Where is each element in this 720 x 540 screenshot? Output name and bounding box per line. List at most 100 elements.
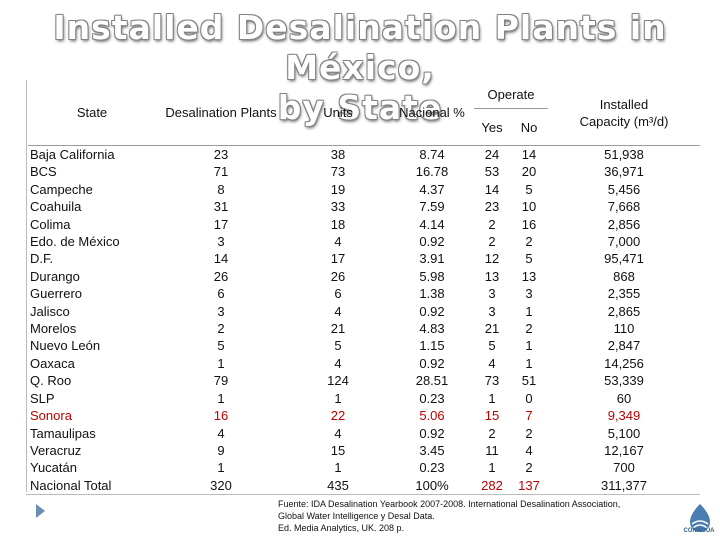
cell-plants: 3 (217, 234, 225, 250)
cell-pct: 0.92 (419, 303, 445, 319)
cell-plants: 4 (217, 425, 225, 441)
cell-units: 38 (286, 145, 390, 164)
cell-pct: 0.92 (419, 425, 445, 441)
cell-cap: 53,339 (604, 373, 644, 389)
cell-plants: 17 (213, 216, 229, 232)
cell-state: Sonora (30, 408, 72, 424)
table-row: BCS 71 73 16.78 53 20 36,971 (28, 163, 700, 180)
cell-state: Yucatán (30, 460, 77, 476)
header-no: No (520, 119, 538, 135)
cell-units: 4 (334, 234, 342, 250)
cell-units: 15 (330, 442, 346, 458)
cell-no: 1 (525, 303, 533, 319)
cell-pct: 8.74 (390, 145, 474, 164)
cell-no: 4 (525, 442, 533, 458)
header-operate: Operate (474, 80, 548, 109)
table-row: Colima 17 18 4.14 2 16 2,856 (28, 216, 700, 233)
cell-no: 51 (521, 373, 537, 389)
cell-yes: 5 (488, 338, 496, 354)
cell-yes: 2 (488, 425, 496, 441)
cell-yes: 15 (484, 408, 500, 424)
header-state: State (76, 105, 108, 120)
cell-yes: 11 (485, 442, 499, 458)
table-row: SLP 1 1 0.23 1 0 60 (28, 390, 700, 407)
cell-plants: 16 (213, 408, 229, 424)
cell-units: 1 (334, 390, 342, 406)
cell-units: 6 (334, 286, 342, 302)
cell-no: 2 (525, 425, 533, 441)
cell-units: 5 (334, 338, 342, 354)
cell-cap: 7,000 (607, 234, 641, 250)
table-row: Veracruz 9 15 3.45 11 4 12,167 (28, 442, 700, 459)
cell-yes: 12 (484, 251, 500, 267)
cell-plants: 31 (213, 199, 229, 215)
cell-no: 2 (525, 321, 533, 337)
cell-units: 26 (330, 268, 346, 284)
cell-pct: 1.38 (419, 286, 445, 302)
cell-pct: 16.78 (415, 164, 449, 180)
cell-pct: 0.23 (419, 460, 445, 476)
cell-cap: 7,668 (607, 199, 641, 215)
cell-yes: 3 (488, 286, 496, 302)
cell-units: 33 (330, 199, 346, 215)
cell-state: Tamaulipas (30, 425, 96, 441)
table-row: Coahuila 31 33 7.59 23 10 7,668 (28, 198, 700, 215)
cell-cap: 12,167 (604, 442, 644, 458)
header-nacional: Nacional % (399, 105, 465, 120)
cell-yes: 53 (484, 164, 500, 180)
cell-plants: 79 (213, 373, 229, 389)
cell-plants: 1 (217, 460, 225, 476)
cell-units: 73 (330, 164, 346, 180)
cell-plants: 23 (156, 145, 286, 164)
cell-no: 0 (525, 390, 533, 406)
header-units: Units (323, 105, 353, 120)
cell-no: 2 (525, 234, 533, 250)
conagua-logo (690, 504, 710, 532)
source-note: Fuente: IDA Desalination Yearbook 2007-2… (278, 498, 678, 534)
cell-pct: 4.83 (419, 321, 445, 337)
table-row: Morelos 2 21 4.83 21 2 110 (28, 320, 700, 337)
table-row: Jalisco 3 4 0.92 3 1 2,865 (28, 303, 700, 320)
cell-plants: 26 (213, 268, 229, 284)
total-row: Nacional Total 320 435 100% 282 137 311,377 (28, 477, 700, 494)
table-row: Durango 26 26 5.98 13 13 868 (28, 268, 700, 285)
cell-units: 1 (334, 460, 342, 476)
cell-cap: 60 (616, 390, 632, 406)
source-line-3: Ed. Media Analytics, UK. 208 p. (278, 523, 405, 533)
cell-units: 4 (334, 425, 342, 441)
cell-cap: 110 (613, 321, 635, 337)
total-pct: 100% (415, 477, 449, 493)
cell-plants: 2 (217, 321, 225, 337)
table-row: Campeche 8 19 4.37 14 5 5,456 (28, 181, 700, 198)
cell-state: Durango (30, 268, 80, 284)
cell-cap: 5,100 (607, 425, 641, 441)
total-yes: 282 (481, 477, 503, 493)
cell-no: 5 (525, 181, 533, 197)
cell-state: Baja California (28, 145, 156, 164)
cell-state: Q. Roo (30, 373, 72, 389)
table-row: Sonora 16 22 5.06 15 7 9,349 (28, 407, 700, 424)
cell-cap: 5,456 (607, 181, 641, 197)
logo-text: CONAGUA (683, 528, 715, 534)
header-plants: Desalination Plants (165, 105, 277, 120)
cell-pct: 5.06 (419, 408, 445, 424)
table-row: D.F. 14 17 3.91 12 5 95,471 (28, 250, 700, 267)
total-no: 137 (518, 477, 540, 493)
cell-no: 16 (521, 216, 537, 232)
cell-units: 4 (334, 303, 342, 319)
cell-yes: 2 (488, 216, 496, 232)
cell-state: Jalisco (30, 303, 70, 319)
cell-plants: 71 (213, 164, 229, 180)
cell-no: 20 (521, 164, 537, 180)
cell-pct: 4.37 (419, 181, 445, 197)
cell-yes: 14 (484, 181, 500, 197)
cell-cap: 9,349 (607, 408, 641, 424)
cell-cap: 868 (613, 268, 635, 284)
cell-yes: 23 (484, 199, 500, 215)
cell-pct: 3.91 (419, 251, 445, 267)
cell-no: 3 (525, 286, 533, 302)
cell-units: 19 (330, 181, 346, 197)
desalination-table: State Desalination Plants Units Nacional… (28, 80, 700, 494)
cell-yes: 21 (484, 321, 500, 337)
table-row: Nuevo León 5 5 1.15 5 1 2,847 (28, 337, 700, 354)
